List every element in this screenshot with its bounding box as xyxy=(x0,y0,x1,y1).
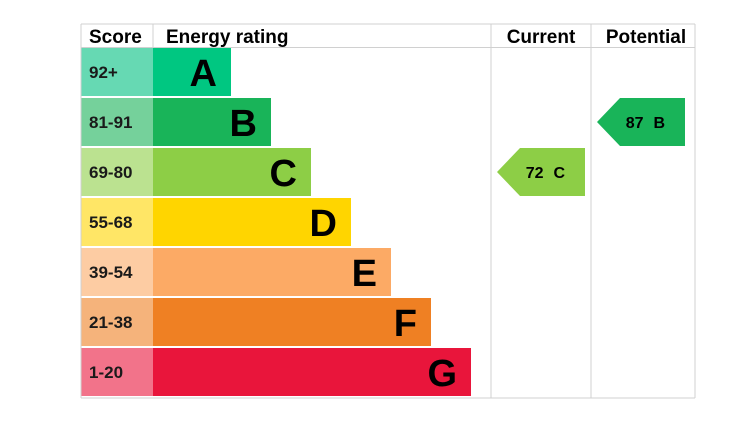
rating-bar-b xyxy=(153,98,271,146)
rating-letter-c: C xyxy=(270,153,297,195)
rating-letter-b: B xyxy=(230,103,257,145)
current-rating-arrow xyxy=(497,148,585,196)
score-cell-b xyxy=(81,98,153,146)
header-potential: Potential xyxy=(606,27,686,48)
rating-bar-d xyxy=(153,198,351,246)
score-cell-a xyxy=(81,48,153,96)
score-range-b: 81-91 xyxy=(89,113,132,132)
score-range-f: 21-38 xyxy=(89,313,132,332)
rating-bar-c xyxy=(153,148,311,196)
potential-rating-value: 87 xyxy=(626,115,644,132)
score-cell-e xyxy=(81,248,153,296)
rating-rows: 92+ A 81-91 B 69-80 C 55-68 D 39-54 E 21-38 F 1-20 G xyxy=(81,48,471,396)
rating-bar-a xyxy=(153,48,231,96)
current-rating-value: 72 xyxy=(526,165,544,182)
score-cell-f xyxy=(81,298,153,346)
score-range-c: 69-80 xyxy=(89,163,132,182)
rating-letter-e: E xyxy=(352,253,377,295)
score-cell-g xyxy=(81,348,153,396)
rating-bar-f xyxy=(153,298,431,346)
rating-letter-f: F xyxy=(394,303,417,345)
score-range-g: 1-20 xyxy=(89,363,123,382)
score-range-d: 55-68 xyxy=(89,213,132,232)
rating-letter-g: G xyxy=(427,353,457,395)
score-range-e: 39-54 xyxy=(89,263,133,282)
score-cell-c xyxy=(81,148,153,196)
rating-letter-a: A xyxy=(190,53,217,95)
rating-arrows: 72 C 87 B xyxy=(497,98,685,196)
header-energy-rating: Energy rating xyxy=(166,27,288,48)
potential-rating-band: B xyxy=(654,115,666,132)
score-range-a: 92+ xyxy=(89,63,118,82)
rating-bar-e xyxy=(153,248,391,296)
rating-bar-g xyxy=(153,348,471,396)
header-current: Current xyxy=(507,27,576,48)
current-rating-band: C xyxy=(554,165,566,182)
rating-letter-d: D xyxy=(310,203,337,245)
score-cell-d xyxy=(81,198,153,246)
header-score: Score xyxy=(89,27,142,48)
potential-rating-arrow xyxy=(597,98,685,146)
table-grid xyxy=(80,23,696,399)
